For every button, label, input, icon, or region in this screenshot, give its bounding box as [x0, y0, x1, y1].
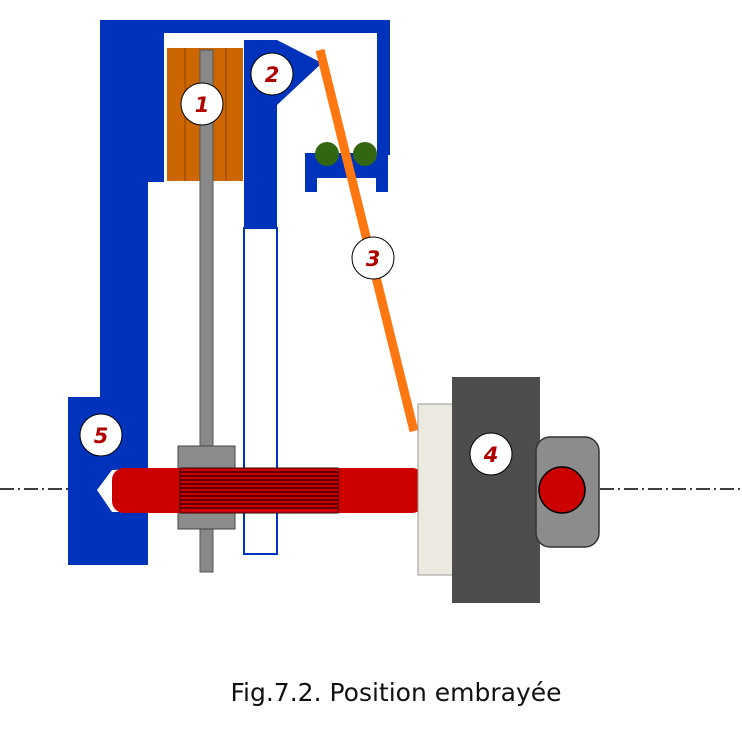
- marker-3-label: 3: [366, 247, 381, 271]
- marker-1-label: 1: [195, 93, 210, 117]
- shaft-splines: [179, 467, 339, 514]
- marker-1: 1: [180, 82, 224, 126]
- marker-5: 5: [79, 413, 123, 457]
- marker-4-label: 4: [483, 443, 499, 467]
- clutch-housing: [68, 20, 390, 565]
- disc-rod: [199, 49, 214, 573]
- roller-left: [315, 142, 339, 166]
- marker-5-label: 5: [94, 424, 109, 448]
- figure-caption: Fig.7.2. Position embrayée: [230, 678, 562, 707]
- roller-right: [353, 142, 377, 166]
- spline-lines: [180, 471, 338, 509]
- marker-4: 4: [469, 432, 513, 476]
- release-bearing: [417, 403, 455, 576]
- flywheel-block: [452, 377, 540, 603]
- marker-2-label: 2: [265, 63, 280, 87]
- marker-2: 2: [250, 52, 294, 96]
- marker-3: 3: [351, 236, 395, 280]
- end-cap-bore: [538, 466, 586, 514]
